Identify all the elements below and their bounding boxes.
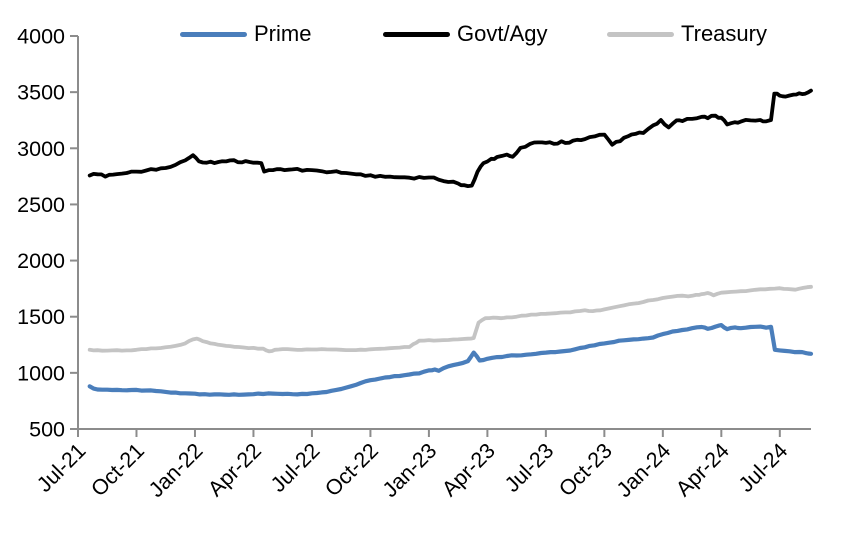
x-tick-label: Jan-24 (612, 439, 675, 502)
y-tick-label: 2500 (17, 193, 65, 217)
legend-item-govt-agy: Govt/Agy (383, 22, 547, 46)
y-tick-label: 500 (29, 418, 65, 442)
govt-agy-line (87, 88, 813, 188)
x-tick-label: Jul-21 (32, 439, 90, 497)
y-tick-label: 3500 (17, 81, 65, 105)
x-tick-label: Oct-21 (86, 439, 149, 502)
y-tick-label: 1000 (17, 361, 65, 385)
x-tick-label: Jan-22 (144, 439, 207, 502)
treasury-swatch-icon (607, 31, 674, 37)
x-tick-label: Apr-23 (437, 439, 500, 502)
prime-swatch-icon (180, 31, 247, 37)
legend-label: Govt/Agy (457, 21, 548, 46)
x-tick-label: Oct-22 (320, 439, 383, 502)
y-tick-label: 3000 (17, 137, 65, 161)
treasury-line (87, 284, 813, 354)
y-tick-label: 4000 (17, 25, 65, 49)
legend-item-prime: Prime (180, 22, 311, 46)
y-tick-label: 2000 (17, 249, 65, 273)
x-tick-label: Jan-23 (378, 439, 441, 502)
x-tick-label: Jul-23 (500, 439, 558, 497)
prime-line (87, 323, 814, 397)
x-tick-label: Apr-24 (671, 439, 734, 502)
legend-label: Treasury (681, 21, 767, 46)
x-tick-label: Oct-23 (554, 439, 617, 502)
legend-label: Prime (254, 21, 312, 46)
x-tick-label: Jul-24 (734, 439, 792, 497)
x-tick-label: Apr-22 (203, 439, 266, 502)
govt-agy-swatch-icon (383, 31, 450, 37)
y-tick-label: 1500 (17, 305, 65, 329)
legend-item-treasury: Treasury (607, 22, 767, 46)
x-tick-label: Jul-22 (266, 439, 324, 497)
